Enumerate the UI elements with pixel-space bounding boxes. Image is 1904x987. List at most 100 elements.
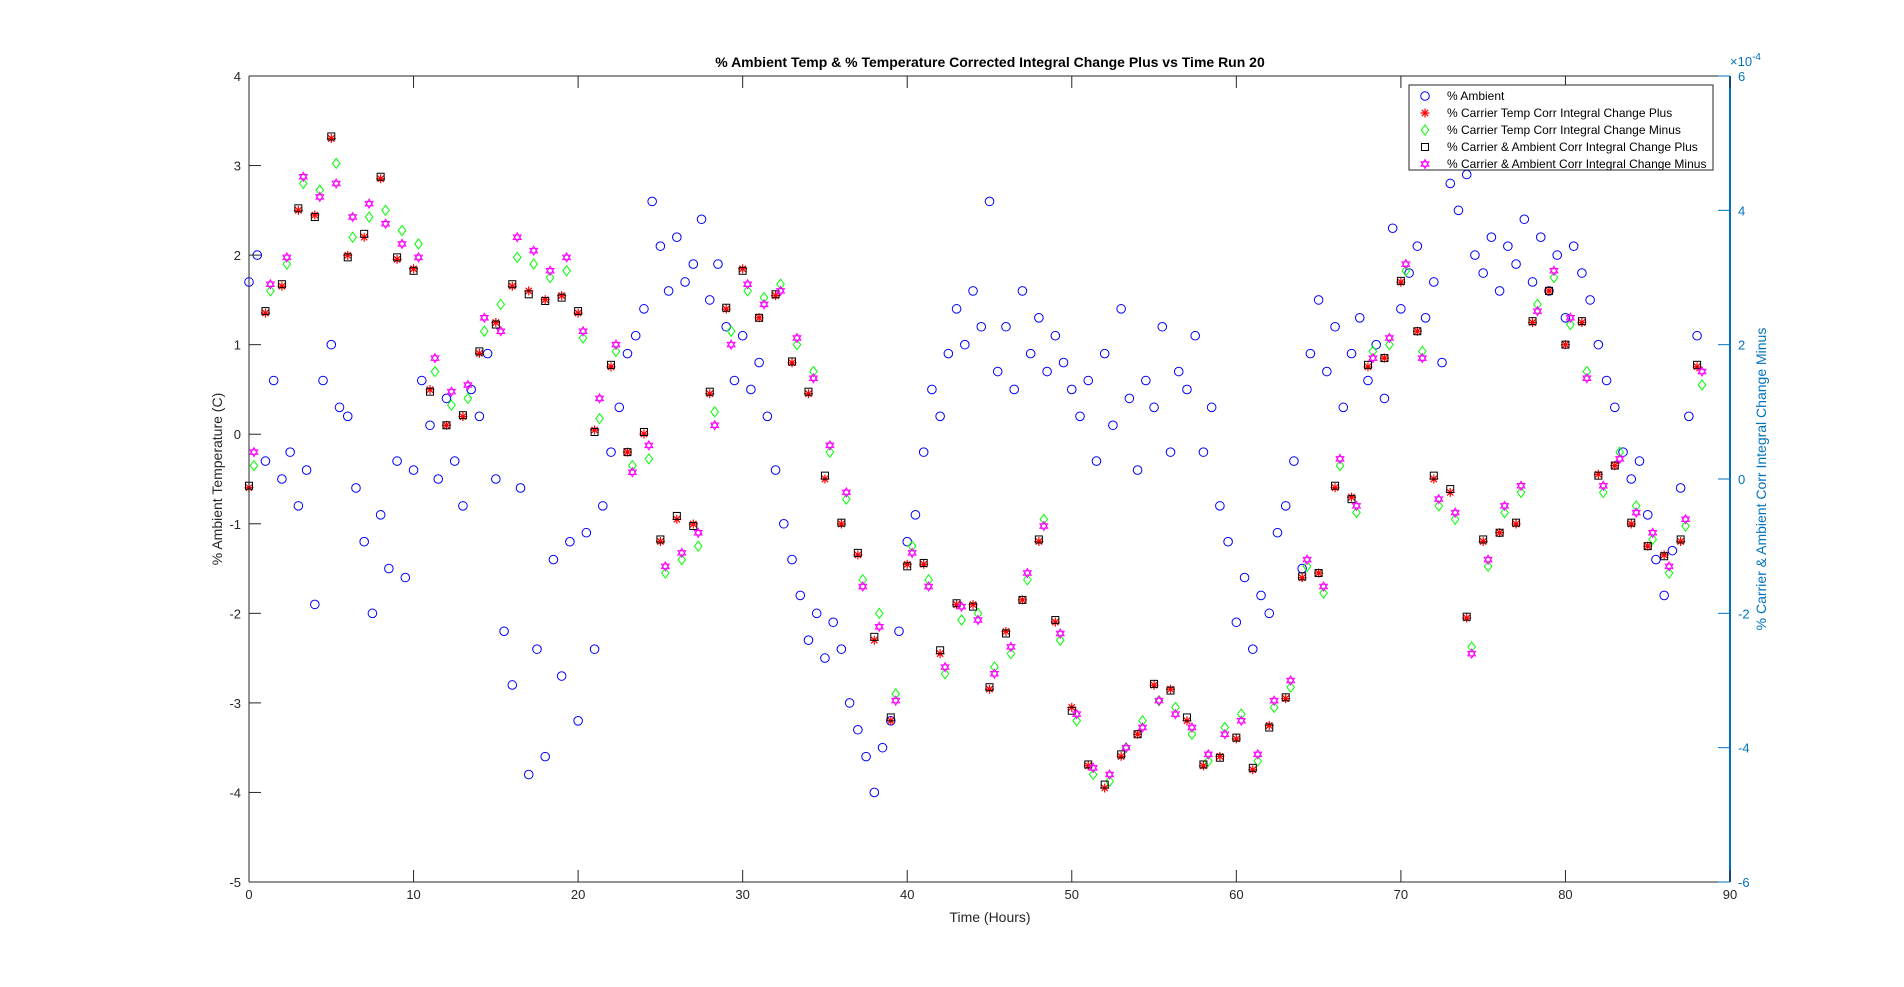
ambient-point [1075,411,1085,422]
amb-plus-point [310,213,319,222]
ambient-point [1503,241,1513,251]
ambient-point [1272,527,1283,538]
ambient-point [663,286,674,296]
ambient-point [400,572,411,583]
ambient-point [474,411,485,422]
y-axis-right-label: % Carrier & Ambient Corr Integral Change… [1753,328,1769,631]
ambient-point [770,465,781,475]
amb-minus-point [1071,708,1082,720]
ambient-point [1001,321,1011,332]
ambient-point [1305,348,1316,359]
amb-minus-point [265,278,276,290]
amb-plus-point [1199,760,1208,769]
amb-plus-point [1363,360,1372,369]
plus-point [1231,734,1241,744]
minus-point [266,285,275,297]
y-right-tick-label: 6 [1738,69,1745,84]
plus-point [721,304,731,314]
plus-point [1034,536,1044,546]
y-axis-left-label: % Ambient Temperature (C) [209,393,225,565]
ambient-point [672,232,682,242]
ambient-point [861,751,871,762]
minus-point [479,325,489,338]
amb-plus-point [1479,535,1488,544]
ambient-point [984,196,995,207]
amb-minus-point [364,198,374,210]
ambient-point [1149,402,1159,413]
amb-plus-point [639,427,648,436]
minus-point [298,177,308,190]
amb-plus-point [426,387,435,396]
plus-point [1363,362,1373,372]
amb-plus-point [1001,629,1010,638]
ambient-point [1552,250,1563,260]
ambient-point [1593,339,1604,350]
plus-point [293,205,303,215]
amb-minus-point [1516,480,1526,492]
ambient-point [713,259,723,269]
legend-marker-diamond-icon [1420,124,1430,136]
minus-point [1631,500,1641,512]
ambient-point [1009,384,1019,395]
amb-minus-point [496,325,506,337]
amb-plus-point [409,266,418,275]
series-ambient [244,169,1702,798]
plus-point [1643,541,1653,551]
ambient-point [1182,384,1192,395]
ambient-point [639,304,649,314]
plus-point [1396,277,1406,287]
plus-point [474,348,484,358]
plus-point [1462,613,1472,623]
amb-minus-point [1335,453,1345,465]
plus-point [441,420,451,430]
amb-minus-point [841,486,852,498]
ambient-point [696,214,707,225]
x-tick-label: 30 [735,887,749,902]
amb-plus-point [936,646,945,655]
amb-plus-point [360,229,369,238]
minus-point [644,453,654,465]
series-amb-minus [249,171,1707,781]
ambient-point [268,375,279,386]
amb-minus-point [693,527,704,539]
amb-minus-point [775,285,786,297]
ambient-point [869,787,880,798]
amb-minus-point [1483,554,1493,566]
ambient-point [918,447,929,457]
minus-point [397,224,407,237]
ambient-point [1289,456,1299,466]
ambient-point [548,554,559,565]
ambient-point [1247,644,1258,654]
amb-minus-point [907,547,917,559]
amb-plus-point [1660,552,1669,561]
minus-point [1450,513,1460,526]
amb-minus-point [989,668,1000,680]
minus-point [496,298,506,311]
amb-plus-point [919,558,928,567]
amb-minus-point [611,339,621,351]
ambient-point [1116,304,1126,314]
ambient-point [540,751,551,762]
amb-minus-point [1582,372,1592,384]
ambient-point [1437,357,1447,368]
amb-minus-point [430,352,440,364]
plus-point [1544,286,1554,296]
ambient-point [943,348,954,359]
minus-point [628,459,637,472]
legend-item: % Carrier & Ambient Corr Integral Change… [1421,140,1698,154]
amb-plus-point [590,427,599,436]
minus-point [562,264,571,277]
ambient-point [1322,366,1332,377]
ambient-point [351,483,361,493]
ambient-point [1610,402,1620,413]
minus-point [1203,755,1213,767]
amb-minus-point [759,298,769,310]
minus-point [1253,755,1263,767]
amb-minus-point [1549,265,1559,277]
y-right-tick-label: 0 [1738,472,1745,487]
ambient-point [992,366,1003,377]
plus-point [392,254,402,264]
minus-point [1566,318,1575,331]
amb-plus-point [1627,518,1636,527]
